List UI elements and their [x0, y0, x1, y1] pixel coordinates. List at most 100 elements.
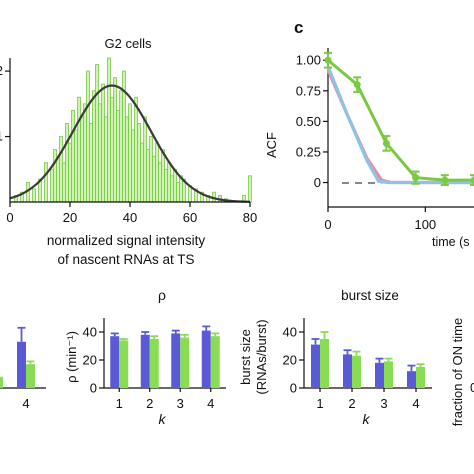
histogram-bar [53, 149, 57, 203]
histogram-bar [74, 129, 78, 203]
histogram-bar [143, 116, 147, 203]
acf-point [412, 174, 420, 182]
acf-point [441, 176, 449, 184]
burst-size-bars [311, 331, 425, 388]
histogram-bar [44, 162, 48, 203]
burst-size-bar-green [352, 355, 361, 388]
rho-x-ticks: 1 2 3 4 [116, 388, 214, 411]
burst-size-x-tick-label: 4 [412, 396, 419, 411]
burst-size-bar-blue [311, 344, 320, 388]
histogram-bar [71, 109, 75, 203]
partial-left-bars [0, 326, 35, 388]
burst-size-bar-green [384, 361, 393, 388]
histogram-bar [68, 142, 72, 203]
histogram-bar [89, 123, 93, 203]
histogram-bar [92, 90, 96, 203]
rho-bar-blue [110, 336, 120, 388]
histogram-bar [113, 77, 117, 203]
histogram-x-tick-label: 40 [123, 210, 137, 225]
partial-left-panel: 4 [0, 326, 46, 411]
histogram-bar [95, 64, 99, 203]
histogram-bar [164, 168, 168, 203]
rho-title: ρ [158, 287, 166, 303]
acf-point [324, 56, 332, 64]
acf-y-tick-label: 0.75 [296, 83, 321, 98]
histogram-bar [158, 162, 162, 203]
burst-size-bar-blue [407, 371, 416, 388]
fraction-on-panel: fraction of ON time 0 [450, 318, 474, 426]
burst-size-y-tick-label: 40 [283, 325, 297, 340]
rho-bar-blue [201, 330, 211, 388]
histogram-y-ticks: 12 [0, 63, 10, 144]
burst-size-ylabel-line2: (RNAs/burst) [254, 319, 269, 394]
histogram-fit-curve [9, 84, 251, 203]
rho-x-tick-label: 2 [146, 396, 153, 411]
histogram-bar [59, 136, 63, 203]
histogram-bar [50, 168, 54, 203]
acf-ylabel: ACF [264, 132, 279, 158]
histogram-bar [56, 155, 60, 203]
histogram-bar [131, 129, 135, 203]
acf-y-tick-label: 0.25 [296, 144, 321, 159]
rho-bar-blue [171, 333, 181, 388]
partial-left-bar-blue [17, 341, 26, 388]
rho-bar-green [210, 336, 220, 388]
rho-ylabel: ρ (min⁻¹) [64, 331, 79, 383]
histogram-bar [248, 175, 252, 203]
burst-size-xlabel: k [363, 411, 371, 427]
acf-xlabel: time (s [432, 235, 470, 249]
partial-left-bar-edge [0, 376, 3, 388]
rho-x-tick-label: 1 [116, 396, 123, 411]
histogram-bar [107, 57, 111, 203]
acf-panel-label: c [294, 18, 303, 37]
fraction-on-ylabel: fraction of ON time [450, 318, 465, 426]
histogram-x-tick-label: 60 [183, 210, 197, 225]
rho-y-tick-label: 40 [83, 325, 97, 340]
burst-size-x-tick-label: 2 [348, 396, 355, 411]
rho-bar-blue [140, 334, 150, 388]
partial-left-tick-4: 4 [22, 396, 29, 411]
histogram-x-tick-label: 80 [243, 210, 257, 225]
acf-series-line-pink [326, 69, 474, 185]
burst-size-panel: burst size burst size (RNAs/burst) 40 20 0… [238, 288, 432, 427]
histogram-bar [104, 116, 108, 203]
histogram-bar [134, 96, 138, 203]
burst-size-x-ticks: 1 2 3 4 [316, 388, 420, 411]
rho-xlabel: k [159, 411, 167, 427]
histogram-bar [77, 96, 81, 203]
acf-panel: c ACF 1.00 0.75 0.50 0.25 0 0 100 time (s [264, 18, 474, 249]
histogram-bar [110, 96, 114, 203]
histogram-bar [98, 103, 102, 203]
histogram-bar [86, 70, 90, 203]
rho-y-ticks: 40 20 0 [83, 325, 104, 396]
burst-size-x-tick-label: 1 [316, 396, 323, 411]
acf-y-tick-label: 1.00 [296, 53, 321, 68]
histogram-bar [32, 188, 36, 203]
histogram-x-tick-label: 0 [6, 210, 13, 225]
histogram-bar [167, 162, 171, 203]
histogram-bar [149, 136, 153, 203]
histogram-x-ticks: 0 20 40 60 80 [6, 202, 257, 225]
burst-size-bar-blue [343, 354, 352, 388]
burst-size-bar-green [320, 339, 329, 388]
rho-panel: ρ ρ (min⁻¹) 40 20 0 1 2 3 4 k [64, 287, 226, 427]
rho-bar-green [149, 339, 159, 388]
histogram-xlabel-line1: normalized signal intensity [47, 233, 206, 248]
acf-x-tick-label: 100 [414, 217, 436, 232]
rho-x-tick-label: 3 [177, 396, 184, 411]
fraction-on-ytick-0: 0 [470, 380, 474, 395]
histogram-bar [80, 116, 84, 203]
partial-left-bar-green [26, 364, 35, 388]
burst-size-x-tick-label: 3 [380, 396, 387, 411]
acf-point [382, 139, 390, 147]
rho-bar-green [180, 337, 190, 388]
histogram-bar [125, 116, 129, 203]
burst-size-y-ticks: 40 20 0 [283, 325, 304, 396]
histogram-bar [173, 168, 177, 203]
rho-y-tick-label: 20 [83, 353, 97, 368]
rho-bar-green [119, 340, 129, 388]
burst-size-bar-blue [375, 362, 384, 388]
histogram-bar [170, 175, 174, 203]
